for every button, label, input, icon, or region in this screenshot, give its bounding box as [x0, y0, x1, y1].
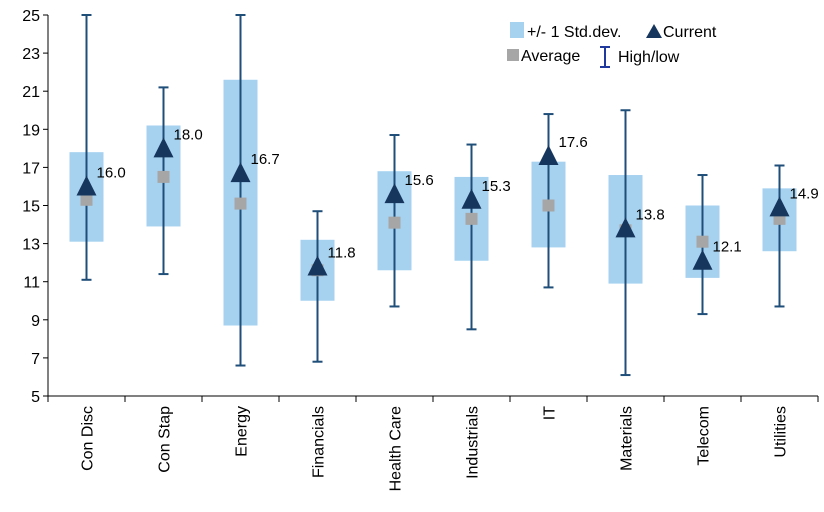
- current-value-label: 17.6: [559, 134, 588, 151]
- current-value-label: 15.6: [405, 172, 434, 189]
- average-marker: [542, 199, 555, 212]
- current-value-label: 16.0: [97, 164, 126, 181]
- y-tick-label: 5: [31, 389, 40, 406]
- current-marker: [307, 255, 328, 276]
- legend-highlow-label: High/low: [618, 49, 680, 66]
- legend-current-marker: [646, 24, 662, 38]
- y-tick-label: 7: [31, 351, 40, 368]
- y-tick-label: 21: [22, 84, 40, 101]
- y-tick-label: 15: [22, 199, 40, 216]
- y-tick-label: 25: [22, 8, 40, 25]
- average-marker: [388, 216, 401, 229]
- current-marker: [769, 196, 790, 217]
- current-value-label: 13.8: [636, 206, 665, 223]
- category-label: Energy: [234, 406, 251, 457]
- legend-average-marker: [507, 49, 519, 61]
- category-label: Telecom: [696, 406, 713, 466]
- current-marker: [615, 217, 636, 238]
- legend: +/- 1 Std.dev. Current Average High/low: [507, 22, 717, 68]
- y-tick-label: 19: [22, 122, 40, 139]
- legend-current-label: Current: [663, 24, 717, 41]
- current-marker: [538, 144, 559, 165]
- category-label: Industrials: [465, 406, 482, 479]
- legend-std-label: +/- 1 Std.dev.: [527, 24, 621, 41]
- category-label: IT: [542, 406, 559, 420]
- y-tick-label: 9: [31, 313, 40, 330]
- current-value-label: 18.0: [174, 126, 203, 143]
- average-marker: [157, 170, 170, 183]
- current-marker: [461, 188, 482, 209]
- category-label: Con Disc: [80, 406, 97, 471]
- current-marker: [384, 183, 405, 204]
- category-label: Utilities: [773, 406, 790, 458]
- legend-highlow-icon: [600, 46, 610, 68]
- category-label: Health Care: [388, 406, 405, 491]
- plot-area: 5 7 9 11 13 15 17 19 21 23 25 16.0 Con Disc 18.0 Con S…: [22, 8, 819, 491]
- current-marker: [230, 162, 251, 183]
- legend-std-swatch: [510, 22, 524, 38]
- current-marker: [692, 249, 713, 270]
- legend-average-label: Average: [521, 48, 580, 65]
- current-marker: [153, 137, 174, 158]
- y-tick-label: 11: [23, 275, 40, 292]
- category-label: Materials: [619, 406, 636, 471]
- y-tick-label: 17: [22, 160, 40, 177]
- current-value-label: 16.7: [251, 151, 280, 168]
- average-marker: [465, 212, 478, 225]
- current-value-label: 12.1: [713, 239, 742, 256]
- category-label: Financials: [311, 406, 328, 478]
- category-label: Con Stap: [157, 406, 174, 473]
- current-marker: [76, 175, 97, 196]
- average-marker: [80, 193, 93, 206]
- y-tick-label: 23: [22, 46, 40, 63]
- current-value-label: 15.3: [482, 178, 511, 195]
- average-marker: [234, 197, 247, 210]
- current-value-label: 14.9: [790, 185, 819, 202]
- current-value-label: 11.8: [328, 244, 356, 261]
- y-tick-label: 13: [22, 237, 40, 254]
- average-marker: [696, 235, 709, 248]
